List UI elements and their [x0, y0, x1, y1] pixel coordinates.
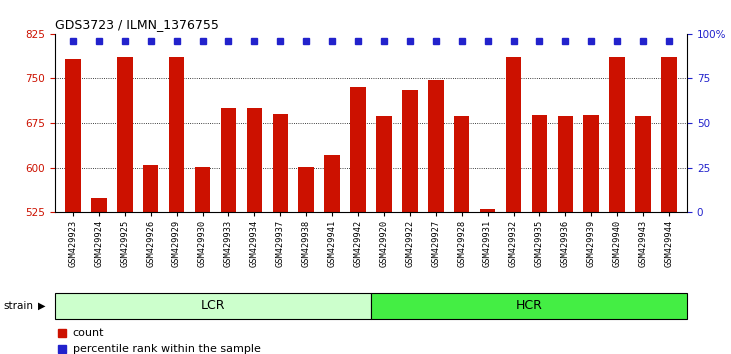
- Bar: [610, 57, 625, 212]
- FancyBboxPatch shape: [371, 293, 687, 319]
- FancyBboxPatch shape: [55, 293, 371, 319]
- Bar: [143, 165, 159, 212]
- Bar: [531, 115, 548, 212]
- Bar: [117, 57, 132, 212]
- Bar: [169, 57, 184, 212]
- Text: HCR: HCR: [515, 299, 542, 312]
- Bar: [246, 108, 262, 212]
- Bar: [635, 116, 651, 212]
- Bar: [558, 116, 573, 212]
- Bar: [350, 87, 366, 212]
- Text: count: count: [72, 328, 104, 338]
- Bar: [325, 155, 340, 212]
- Text: strain: strain: [4, 301, 34, 311]
- Bar: [583, 115, 599, 212]
- Text: LCR: LCR: [200, 299, 225, 312]
- Bar: [221, 108, 236, 212]
- Bar: [65, 59, 80, 212]
- Bar: [662, 57, 677, 212]
- Bar: [480, 210, 496, 212]
- Bar: [273, 114, 288, 212]
- Bar: [298, 167, 314, 212]
- Text: percentile rank within the sample: percentile rank within the sample: [72, 344, 260, 354]
- Bar: [194, 167, 211, 212]
- Bar: [402, 90, 417, 212]
- Bar: [91, 198, 107, 212]
- Text: GDS3723 / ILMN_1376755: GDS3723 / ILMN_1376755: [55, 18, 219, 31]
- Bar: [454, 116, 469, 212]
- Bar: [506, 57, 521, 212]
- Bar: [428, 80, 444, 212]
- Bar: [376, 116, 392, 212]
- Text: ▶: ▶: [38, 301, 45, 311]
